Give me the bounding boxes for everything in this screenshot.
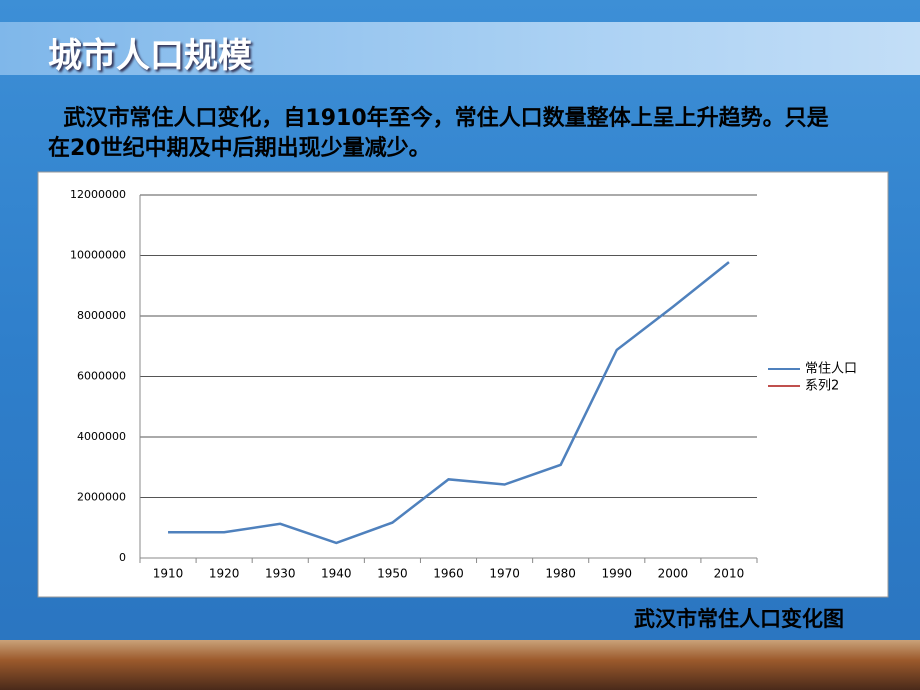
line-series xyxy=(168,261,730,545)
x-tick-label: 1920 xyxy=(209,567,240,581)
body-text: 武汉市常住人口变化，自1910年至今，常住人口数量整体上呈上升趋势。只是在20世… xyxy=(48,106,829,161)
y-tick-label: 0 xyxy=(119,551,126,564)
y-tick-label: 8000000 xyxy=(77,309,126,322)
x-tick-label: 1930 xyxy=(265,567,296,581)
chart-caption: 武汉市常住人口变化图 xyxy=(634,607,844,631)
x-tick-label: 2010 xyxy=(714,567,745,581)
decoration xyxy=(0,640,920,690)
x-tick-label: 1980 xyxy=(545,567,576,581)
x-tick-label: 1950 xyxy=(377,567,408,581)
x-tick-label: 2000 xyxy=(658,567,689,581)
chart-area xyxy=(37,171,889,598)
y-tick-label: 6000000 xyxy=(77,370,126,383)
title-bar xyxy=(0,22,920,75)
legend-label: 系列2 xyxy=(805,379,839,394)
x-tick-label: 1940 xyxy=(321,567,352,581)
y-tick-label: 10000000 xyxy=(70,249,126,262)
x-tick-label: 1990 xyxy=(601,567,632,581)
legend-label: 常住人口 xyxy=(805,362,857,377)
slide-title: 城市人口规模 xyxy=(48,36,252,76)
x-tick-label: 1910 xyxy=(153,567,184,581)
y-tick-label: 2000000 xyxy=(77,491,126,504)
x-tick-label: 1970 xyxy=(489,567,520,581)
y-tick-label: 4000000 xyxy=(77,430,126,443)
x-tick-label: 1960 xyxy=(433,567,464,581)
y-tick-label: 12000000 xyxy=(70,188,126,201)
